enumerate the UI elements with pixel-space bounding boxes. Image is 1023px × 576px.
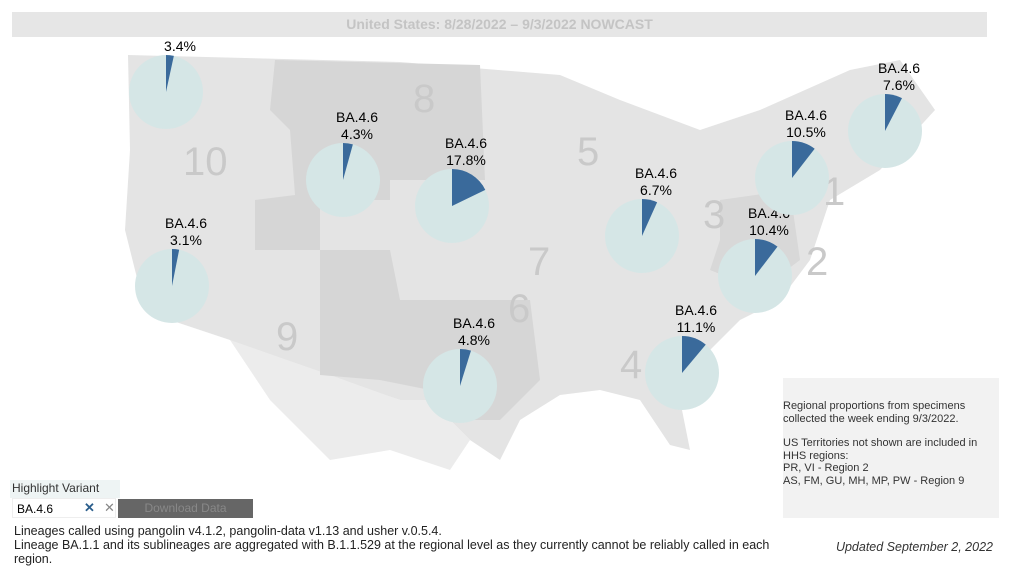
pie-region-7[interactable]: BA.4.617.8% [415,135,489,243]
pie-label-percent: 3.1% [170,232,202,248]
region-label-10: 10 [183,140,228,184]
note-line: HHS regions: [783,449,849,462]
note-line: US Territories not shown are included in [783,437,978,449]
region-label-7: 7 [528,240,550,284]
pie-label-variant: BA.4.6 [785,107,827,123]
pie-slice-highlight [172,249,180,286]
footer-notes: Lineages called using pangolin v4.1.2, p… [14,524,794,566]
region-label-9: 9 [276,315,298,359]
footer-line-2: Lineage BA.1.1 and its sublineages are a… [14,538,770,566]
pie-slice-highlight [755,239,778,276]
highlight-variant-input[interactable]: BA.4.6 [12,498,116,518]
pie-region-4[interactable]: BA.4.611.1% [645,302,719,410]
region-label-6: 6 [508,287,530,331]
info-note: Regional proportions from specimens coll… [783,378,999,518]
region-label-3: 3 [703,193,725,237]
pie-label-percent: 4.8% [458,332,490,348]
pie-slice-highlight [642,199,658,236]
pie-label-variant: BA.4.6 [445,135,487,151]
clear-selection-icon[interactable]: ✕ [84,500,95,515]
pie-region-9[interactable]: BA.4.63.1% [135,215,209,323]
region-label-2: 2 [806,240,828,284]
highlight-variant-label: Highlight Variant [10,480,120,498]
pie-label-variant: BA.4.6 [453,315,495,331]
pie-label-percent: 6.7% [640,182,672,198]
region-label-5: 5 [577,130,599,174]
pie-slice-highlight [682,336,706,373]
footer-line-1: Lineages called using pangolin v4.1.2, p… [14,524,442,538]
note-line: Regional proportions from specimens [783,400,966,412]
pie-slice-highlight [452,169,486,206]
pie-region-10[interactable]: BA.4.63.4% [129,21,203,129]
note-line: collected the week ending 9/3/2022. [783,412,959,425]
mexico-landmass [230,340,470,470]
pie-label-variant: BA.4.6 [878,60,920,76]
pie-label-percent: 10.5% [786,124,826,140]
pie-label-percent: 7.6% [883,77,915,93]
pie-slice-highlight [343,143,353,180]
pie-label-percent: 11.1% [677,319,716,335]
pie-label-percent: 3.4% [164,38,196,54]
pie-slice-highlight [885,94,903,131]
note-line: PR, VI - Region 2 [783,462,869,474]
updated-date: Updated September 2, 2022 [835,540,993,554]
download-data-button[interactable]: Download Data [118,499,253,518]
pie-slice-highlight [166,55,174,92]
pie-region-1[interactable]: BA.4.67.6% [848,60,922,168]
note-line: AS, FM, GU, MH, MP, PW - Region 9 [783,474,965,487]
pie-label-percent: 10.4% [749,222,789,238]
pie-slice-highlight [792,141,815,178]
region-label-8: 8 [413,77,435,121]
pie-region-2[interactable]: BA.4.610.5% [755,107,829,215]
pie-label-percent: 4.3% [341,126,373,142]
pie-label-percent: 17.8% [446,152,486,168]
pie-label-variant: BA.4.6 [165,215,207,231]
pie-label-variant: BA.4.6 [675,302,717,318]
page-title: United States: 8/28/2022 – 9/3/2022 NOWC… [12,12,987,37]
pie-region-5[interactable]: BA.4.66.7% [605,165,679,273]
pie-slice-highlight [460,349,471,386]
pie-label-variant: BA.4.6 [336,109,378,125]
region-label-4: 4 [620,343,642,387]
pie-region-8[interactable]: BA.4.64.3% [306,109,380,217]
remove-icon[interactable]: ✕ [104,500,115,515]
pie-label-variant: BA.4.6 [635,165,677,181]
pie-region-6[interactable]: BA.4.64.8% [423,315,497,423]
